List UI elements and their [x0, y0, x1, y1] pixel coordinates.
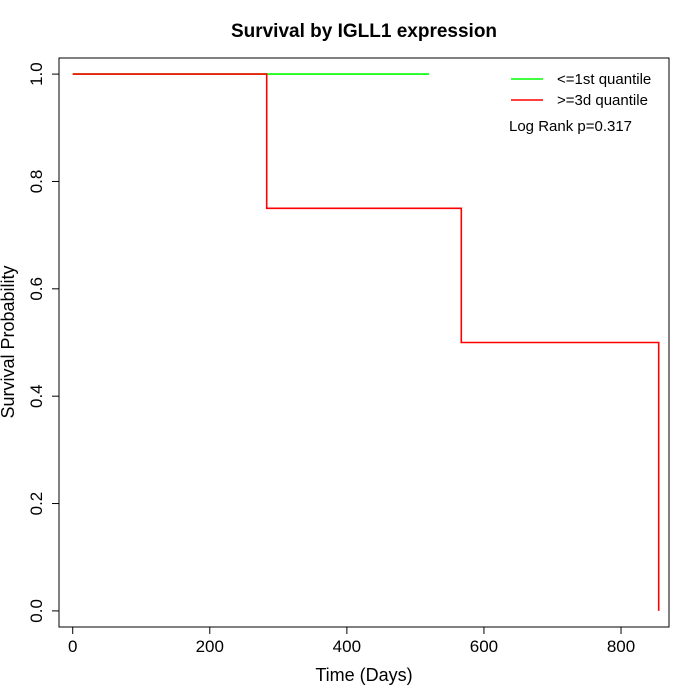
y-tick-label: 0.4 — [27, 384, 46, 408]
x-tick-label: 0 — [68, 637, 77, 656]
legend-label: <=1st quantile — [557, 71, 651, 88]
chart-title: Survival by IGLL1 expression — [231, 21, 497, 42]
x-tick-label: 400 — [333, 637, 361, 656]
y-tick-label: 0.8 — [27, 170, 46, 194]
y-axis-label: Survival Probability — [0, 265, 18, 418]
series-layer — [72, 73, 660, 611]
x-axis: 0 200 400 600 800 — [68, 627, 635, 656]
series-line-1 — [72, 73, 660, 611]
x-tick-label: 200 — [196, 637, 224, 656]
x-tick-label: 800 — [607, 637, 635, 656]
y-tick-label: 0.6 — [27, 277, 46, 301]
log-rank-annotation: Log Rank p=0.317 — [509, 118, 632, 135]
legend: <=1st quantile >=3d quantile — [511, 71, 651, 109]
y-tick-label: 0.2 — [27, 492, 46, 516]
plot-frame — [58, 57, 670, 628]
legend-label: >=3d quantile — [557, 92, 648, 109]
y-axis: 0.0 0.2 0.4 0.6 0.8 1.0 — [27, 62, 59, 623]
y-tick-label: 1.0 — [27, 62, 46, 86]
x-axis-label: Time (Days) — [315, 665, 412, 685]
y-tick-label: 0.0 — [27, 599, 46, 623]
x-tick-label: 600 — [470, 637, 498, 656]
